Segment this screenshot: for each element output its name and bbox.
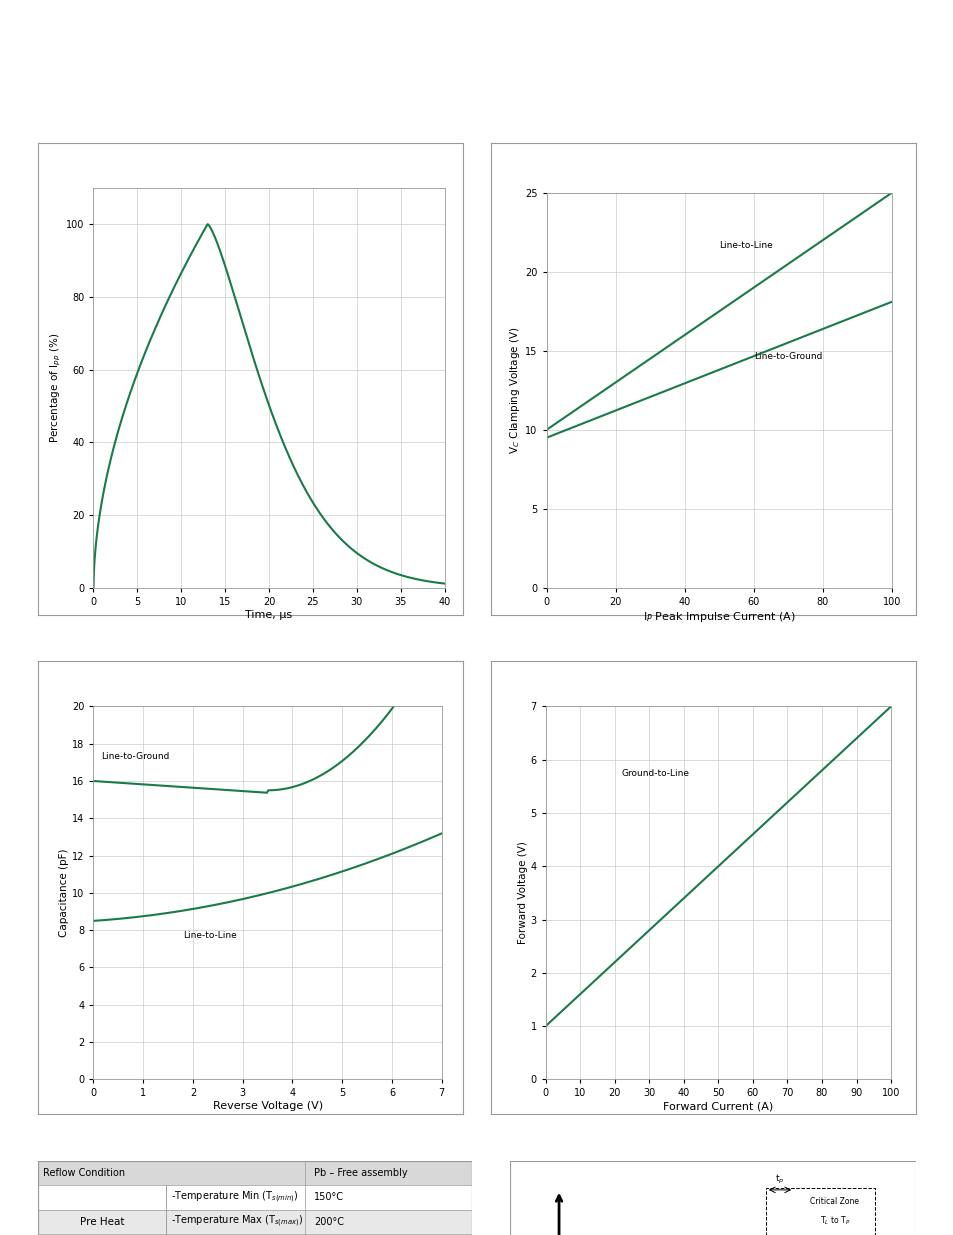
- Text: Figure 3: Pulse Waveform: Figure 3: Pulse Waveform: [43, 122, 204, 132]
- Text: -Temperature Min (T$_{s(min)}$): -Temperature Min (T$_{s(min)}$): [171, 1189, 297, 1205]
- Bar: [38, 1186, 472, 1209]
- Text: Figure 6:  Forward Voltage vs. Forward Current: Figure 6: Forward Voltage vs. Forward Cu…: [496, 640, 791, 650]
- Text: Line-to-Ground: Line-to-Ground: [101, 752, 169, 761]
- Text: (SPA® Diodes): (SPA® Diodes): [232, 17, 349, 32]
- Bar: [765, 1188, 875, 1235]
- Y-axis label: Forward Voltage (V): Forward Voltage (V): [517, 841, 527, 945]
- Text: Ground-to-Line: Ground-to-Line: [621, 768, 689, 778]
- Text: Pb – Free assembly: Pb – Free assembly: [314, 1168, 407, 1178]
- Text: Critical Zone: Critical Zone: [809, 1198, 859, 1207]
- X-axis label: Reverse Voltage (V): Reverse Voltage (V): [213, 1102, 322, 1112]
- Text: Line-to-Line: Line-to-Line: [719, 241, 772, 249]
- Text: 200°C: 200°C: [314, 1216, 343, 1226]
- Y-axis label: Percentage of I$_{pp}$ (%): Percentage of I$_{pp}$ (%): [49, 332, 63, 443]
- Text: Reflow Condition: Reflow Condition: [43, 1168, 125, 1178]
- Text: TVS Diode Arrays: TVS Diode Arrays: [43, 17, 218, 35]
- Bar: [38, 1209, 472, 1234]
- Text: Pre Heat: Pre Heat: [80, 1216, 124, 1226]
- Text: t$_p$: t$_p$: [775, 1173, 784, 1186]
- Text: Figure 5: Capacitance vs. Reverse Voltage: Figure 5: Capacitance vs. Reverse Voltag…: [43, 640, 307, 650]
- Text: T$_L$ to T$_P$: T$_L$ to T$_P$: [819, 1214, 849, 1228]
- Text: Expertise Applied  |  Answers Delivered: Expertise Applied | Answers Delivered: [681, 58, 847, 67]
- Y-axis label: V$_C$ Clamping Voltage (V): V$_C$ Clamping Voltage (V): [508, 326, 522, 454]
- Text: 150°C: 150°C: [314, 1193, 343, 1203]
- X-axis label: Forward Current (A): Forward Current (A): [662, 1102, 773, 1112]
- Text: Soldering Parameters: Soldering Parameters: [47, 1134, 199, 1147]
- X-axis label: I$_P$ Peak Impulse Current (A): I$_P$ Peak Impulse Current (A): [642, 610, 795, 624]
- Text: ⚡ Littelfuse®: ⚡ Littelfuse®: [672, 12, 805, 31]
- Text: Line-to-Ground: Line-to-Ground: [753, 352, 821, 361]
- Text: -Temperature Max (T$_{s(max)}$): -Temperature Max (T$_{s(max)}$): [171, 1214, 302, 1229]
- Bar: [38, 1161, 472, 1186]
- Text: Lightning Surge Protection - SP03-6 Series: Lightning Surge Protection - SP03-6 Seri…: [43, 63, 325, 75]
- X-axis label: Time, μs: Time, μs: [245, 610, 293, 620]
- Y-axis label: Capacitance (pF): Capacitance (pF): [59, 848, 70, 937]
- Text: Line-to-Line: Line-to-Line: [183, 931, 236, 940]
- Text: Figure 4:  Clamping Voltage vs. Peak Pulse Current: Figure 4: Clamping Voltage vs. Peak Puls…: [496, 122, 815, 132]
